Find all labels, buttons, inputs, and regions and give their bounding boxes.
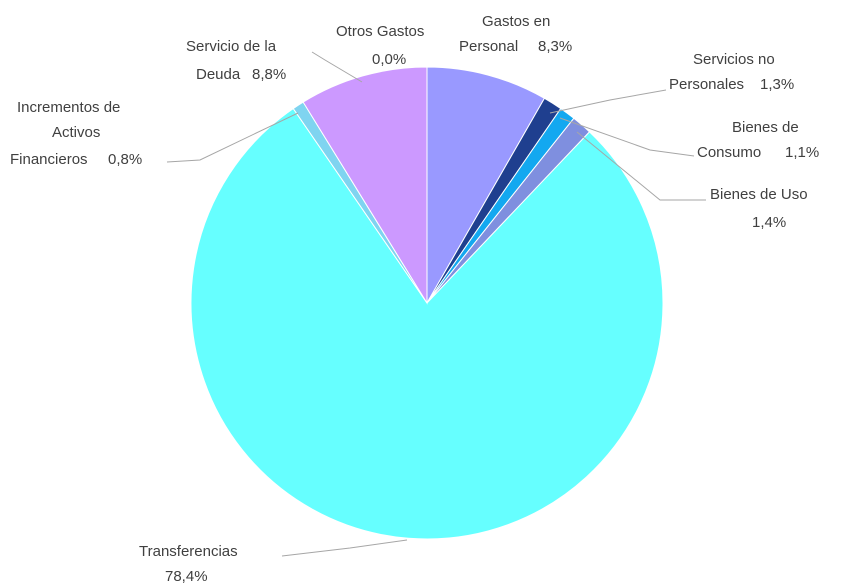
slice-label: Servicios no Personales [669, 51, 779, 93]
slice-value-label: 1,1% [785, 144, 819, 161]
slice-label: Incrementos de Activos Financieros [10, 99, 125, 168]
slice-value-label: 8,3% [538, 38, 572, 55]
leader-line [576, 131, 706, 201]
leader-line [559, 117, 695, 157]
slice-label: Bienes de Consumo [697, 119, 803, 161]
pie-slice [190, 107, 664, 540]
slice-value-label: 8,8% [252, 66, 286, 83]
slice-value-label: 78,4% [165, 568, 208, 585]
pie-slice [302, 66, 428, 305]
leader-line [549, 89, 667, 114]
leader-line [311, 51, 363, 83]
slice-label: Bienes de Uso [710, 186, 808, 203]
slice-label: Gastos en Personal [459, 13, 555, 55]
leader-line [166, 112, 299, 163]
leader-line [281, 539, 408, 557]
slice-label: Servicio de la Deuda [186, 38, 280, 83]
slice-value-label: 1,3% [760, 76, 794, 93]
slice-value-label: 0,0% [372, 51, 406, 68]
slice-value-label: 0,8% [108, 151, 142, 168]
pie-slice [426, 66, 546, 305]
slice-value-label: 1,4% [752, 214, 786, 231]
slice-label: Otros Gastos [336, 23, 424, 40]
slice-label: Transferencias [139, 543, 238, 560]
